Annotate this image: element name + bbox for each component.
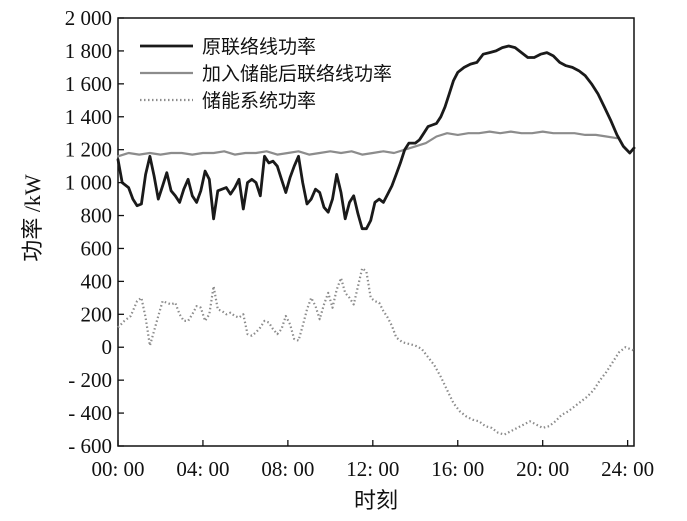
x-tick-label: 20: 00 [516,457,569,481]
x-tick-label: 08: 00 [261,457,314,481]
y-axis-title: 功率 /kW [20,174,45,262]
series-line-2 [116,130,619,158]
y-tick-label: - 600 [68,434,112,458]
series-line-3 [117,267,635,436]
plot-frame [117,17,635,447]
legend-label-1: 原联络线功率 [202,36,316,58]
y-tick-label: 800 [81,204,113,228]
y-tick-label: - 400 [68,401,112,425]
series-layer [116,44,636,436]
y-tick-label: 200 [81,302,113,326]
x-tick-label: 12: 00 [346,457,399,481]
y-tick-label: 0 [102,335,113,359]
y-tick-label: 1 000 [65,171,112,195]
x-axis-title: 时刻 [354,488,398,513]
y-tick-label: 1 400 [65,105,112,129]
y-tick-label: 2 000 [65,6,112,30]
legend-label-2: 加入储能后联络线功率 [202,63,392,85]
y-tick-label: 400 [81,269,113,293]
y-tick-label: 1 600 [65,72,112,96]
legend-label-3: 储能系统功率 [202,90,316,112]
y-tick-label: 1 200 [65,138,112,162]
y-tick-label: 1 800 [65,39,112,63]
series-line-1 [116,44,636,231]
x-tick-label: 16: 00 [431,457,484,481]
x-tick-label: 04: 00 [176,457,229,481]
tick-layer: - 600 - 400 - 200 0 200 400 600 800 1 000 1 200 1 … [65,6,654,481]
y-tick-label: 600 [81,236,113,260]
x-tick-label: 00: 00 [91,457,144,481]
x-tick-label: 24: 00 [601,457,654,481]
y-tick-label: - 200 [68,368,112,392]
